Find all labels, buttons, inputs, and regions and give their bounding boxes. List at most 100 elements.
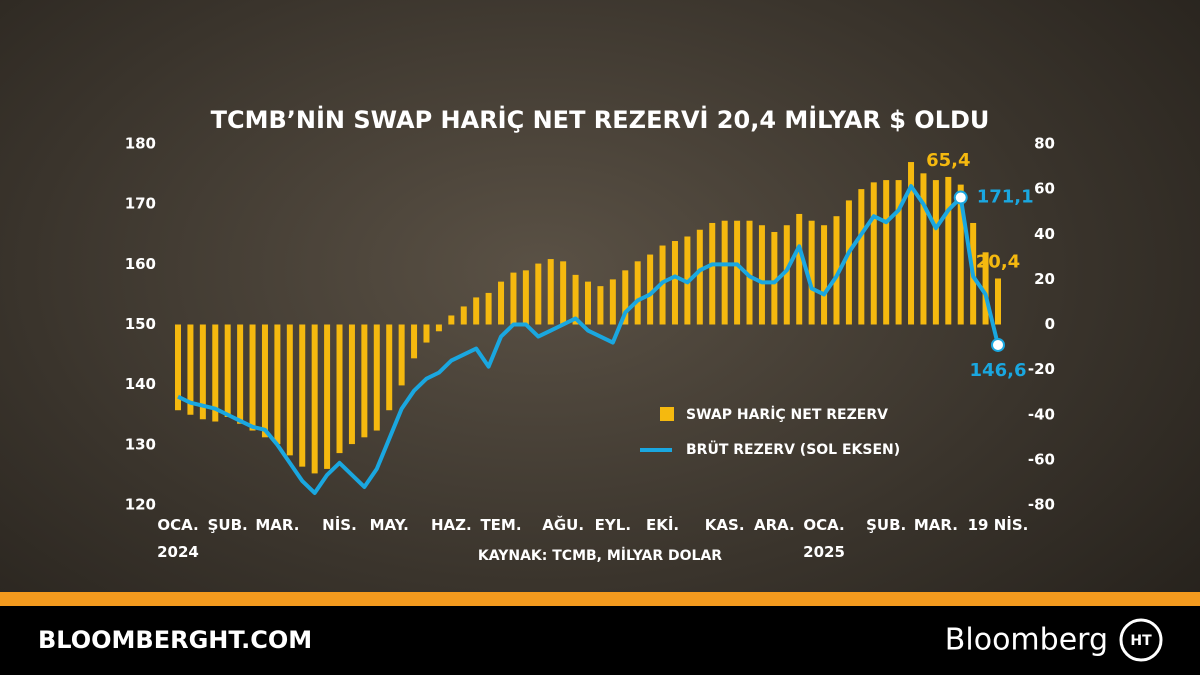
bar bbox=[460, 306, 467, 325]
y2-tick-label: 80 bbox=[1034, 135, 1055, 153]
data-label: 65,4 bbox=[926, 150, 970, 171]
bar bbox=[957, 184, 964, 325]
source: KAYNAK: TCMB, MİLYAR DOLAR bbox=[478, 547, 722, 564]
x-tick-label: ŞUB. bbox=[207, 516, 248, 534]
bar bbox=[709, 222, 716, 325]
bar bbox=[485, 292, 492, 325]
bar bbox=[870, 182, 877, 325]
logo-mark: HT bbox=[1130, 633, 1152, 649]
bar bbox=[845, 200, 852, 325]
bar bbox=[435, 324, 442, 332]
bar bbox=[783, 225, 790, 325]
x-tick-label: TEM. bbox=[480, 516, 522, 534]
x-tick-label: OCA. 2025 bbox=[803, 516, 845, 561]
bar bbox=[833, 216, 840, 325]
bar bbox=[597, 286, 604, 325]
bar bbox=[746, 220, 753, 325]
bar bbox=[547, 259, 554, 325]
data-label: 146,6 bbox=[970, 360, 1027, 381]
bar bbox=[734, 220, 741, 325]
bar bbox=[522, 270, 529, 325]
bar bbox=[858, 189, 865, 325]
y-tick-label: 130 bbox=[125, 435, 156, 453]
bar bbox=[895, 180, 902, 325]
x-tick-label: ARA. bbox=[753, 516, 795, 534]
bar bbox=[796, 213, 803, 325]
bar bbox=[261, 324, 268, 438]
x-tick-label: MAR. bbox=[913, 516, 958, 534]
x-tick-label: MAY. bbox=[369, 516, 409, 534]
x-tick-label: HAZ. bbox=[430, 516, 472, 534]
y-tick-label: 170 bbox=[125, 195, 156, 213]
bar bbox=[535, 263, 542, 325]
x-tick-label: AĞU. bbox=[542, 516, 585, 534]
bar bbox=[498, 281, 505, 325]
bar bbox=[361, 324, 368, 438]
bar bbox=[808, 220, 815, 325]
x-tick-label: NİS. bbox=[322, 516, 357, 534]
bar bbox=[237, 324, 244, 424]
bar bbox=[622, 270, 629, 325]
bar bbox=[510, 272, 517, 325]
bar bbox=[386, 324, 393, 411]
y2-tick-label: -80 bbox=[1028, 496, 1055, 514]
bar bbox=[473, 297, 480, 325]
x-tick-label: 19 NİS. bbox=[967, 516, 1029, 534]
y-tick-label: 150 bbox=[125, 315, 156, 333]
bar bbox=[411, 324, 418, 359]
bar bbox=[908, 162, 915, 325]
bar bbox=[187, 324, 194, 415]
y2-tick-label: 0 bbox=[1045, 315, 1055, 333]
x-tick-label: ŞUB. bbox=[866, 516, 907, 534]
bar bbox=[945, 176, 952, 325]
bar bbox=[398, 324, 405, 386]
footer-brand: Bloomberg bbox=[945, 623, 1108, 658]
footer-site: BLOOMBERGHT.COM bbox=[38, 626, 312, 654]
bar bbox=[373, 324, 380, 431]
data-label: 20,4 bbox=[976, 251, 1020, 272]
bar bbox=[758, 225, 765, 325]
bar bbox=[274, 324, 281, 445]
y2-tick-label: 20 bbox=[1034, 270, 1055, 288]
y-tick-label: 180 bbox=[125, 135, 156, 153]
x-tick-label: MAR. bbox=[255, 516, 300, 534]
bar bbox=[175, 324, 181, 411]
y-tick-label: 120 bbox=[125, 496, 156, 514]
bar bbox=[249, 324, 256, 431]
bar bbox=[199, 324, 206, 420]
legend-swatch bbox=[660, 407, 674, 421]
x-tick-label: OCA. 2024 bbox=[157, 516, 199, 561]
data-label: 171,1 bbox=[977, 187, 1034, 208]
bar bbox=[671, 241, 678, 325]
x-tick-label: EKİ. bbox=[645, 516, 680, 534]
legend-label: SWAP HARİÇ NET REZERV bbox=[686, 406, 888, 423]
bar bbox=[212, 324, 219, 422]
bar bbox=[324, 324, 331, 469]
footer-stripe bbox=[0, 592, 1200, 606]
legend-label: BRÜT REZERV (SOL EKSEN) bbox=[686, 440, 900, 458]
x-tick-label: KAS. bbox=[704, 516, 745, 534]
bar bbox=[311, 324, 318, 474]
bar bbox=[647, 254, 654, 325]
y-tick-label: 140 bbox=[125, 375, 156, 393]
bar bbox=[448, 315, 455, 325]
bar bbox=[336, 324, 343, 454]
bar bbox=[572, 274, 579, 325]
bar bbox=[982, 252, 989, 325]
bar bbox=[423, 324, 430, 343]
bar bbox=[609, 279, 616, 325]
point bbox=[953, 190, 968, 205]
y2-tick-label: 40 bbox=[1034, 225, 1055, 243]
x-tick-label: EYL. bbox=[594, 516, 632, 534]
bar bbox=[771, 231, 778, 325]
bar bbox=[286, 324, 293, 456]
bar bbox=[821, 225, 828, 325]
bar bbox=[224, 324, 231, 418]
logo bbox=[1119, 618, 1163, 662]
point bbox=[991, 337, 1005, 352]
bar bbox=[883, 180, 890, 325]
y-tick-label: 160 bbox=[125, 255, 156, 273]
bar bbox=[721, 220, 728, 325]
